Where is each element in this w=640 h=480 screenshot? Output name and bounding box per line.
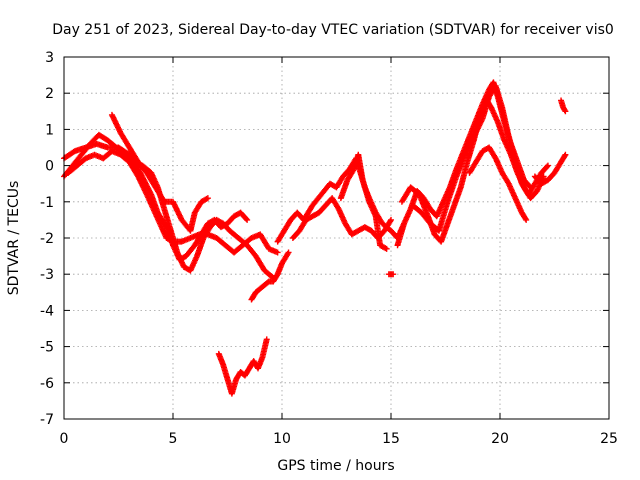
data-series [558, 97, 569, 115]
data-series [65, 148, 281, 256]
data-points [61, 79, 569, 397]
y-tick-label: -4 [40, 303, 54, 319]
data-point [522, 215, 529, 222]
data-series [409, 82, 551, 234]
x-tick-label: 0 [60, 431, 69, 447]
y-tick-label: 3 [45, 50, 54, 66]
x-tick-label: 10 [273, 431, 291, 447]
x-axis-label: GPS time / hours [277, 458, 394, 474]
x-tick-label: 5 [169, 431, 178, 447]
data-point [285, 249, 292, 256]
data-series [337, 151, 390, 252]
x-tick-label: 25 [600, 431, 618, 447]
data-series [108, 111, 211, 234]
y-tick-label: 0 [45, 159, 54, 175]
data-series [385, 271, 397, 278]
data-point [274, 249, 281, 256]
y-tick-label: 2 [45, 86, 54, 102]
data-point [204, 195, 211, 202]
data-point [383, 245, 390, 252]
data-point [544, 163, 551, 170]
data-point [244, 216, 251, 223]
chart-title: Day 251 of 2023, Sidereal Day-to-day VTE… [52, 22, 614, 38]
data-series [61, 140, 251, 263]
y-tick-label: -2 [40, 231, 54, 247]
data-series [466, 144, 530, 223]
data-series [215, 336, 270, 397]
y-tick-label: -6 [40, 376, 54, 392]
data-point [562, 151, 569, 158]
data-point [390, 271, 397, 278]
axis-ticks: 0 5 10 15 20 25 -7 -6 -5 -4 -3 -2 -1 0 1 2 3 [40, 50, 618, 447]
x-tick-label: 15 [382, 431, 400, 447]
data-point [243, 215, 250, 222]
y-axis-label: SDTVAR / TECUs [6, 181, 22, 296]
x-tick-label: 20 [491, 431, 509, 447]
data-series [248, 249, 292, 303]
y-tick-label: -5 [40, 340, 54, 356]
data-point [263, 336, 270, 343]
y-tick-label: -1 [40, 195, 54, 211]
data-series [531, 151, 569, 187]
data-point [561, 152, 568, 159]
data-point [562, 108, 569, 115]
data-point [523, 216, 530, 223]
data-point [388, 216, 394, 223]
y-tick-label: -7 [40, 412, 54, 428]
y-tick-label: -3 [40, 267, 54, 283]
data-point [561, 107, 568, 114]
y-tick-label: 1 [45, 122, 54, 138]
data-point [544, 162, 551, 169]
